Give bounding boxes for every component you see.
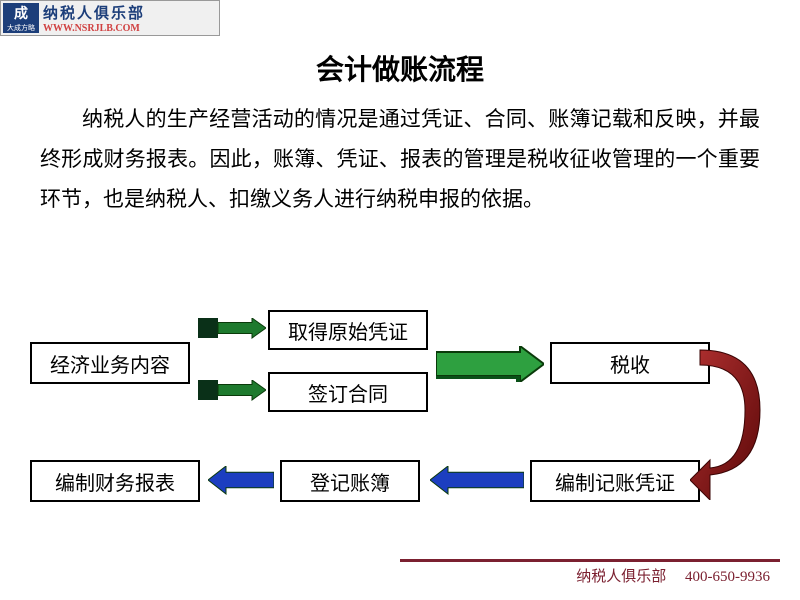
- box-register-ledger: 登记账簿: [280, 460, 420, 502]
- logo-badge-sub: 大成方略: [7, 23, 35, 33]
- box-tax: 税收: [550, 342, 710, 384]
- logo-url: WWW.NSRJLB.COM: [43, 23, 145, 34]
- arrow-green-1: [198, 318, 266, 342]
- footer-line: [400, 559, 780, 562]
- footer-org: 纳税人俱乐部: [576, 569, 666, 585]
- logo-title: 纳税人俱乐部: [43, 2, 145, 23]
- box-sign-contract: 签订合同: [268, 372, 428, 412]
- box-accounting-voucher: 编制记账凭证: [530, 460, 700, 502]
- page-title: 会计做账流程: [0, 48, 800, 88]
- box-financial-report: 编制财务报表: [30, 460, 200, 502]
- arrow-blue-1: [430, 466, 524, 498]
- body-paragraph: 纳税人的生产经营活动的情况是通过凭证、合同、账簿记载和反映，并最终形成财务报表。…: [40, 100, 760, 220]
- logo-badge-char: 成: [14, 3, 28, 23]
- arrow-red-curve: [690, 340, 780, 500]
- logo-badge: 成 大成方略: [3, 3, 39, 33]
- box-original-voucher: 取得原始凭证: [268, 310, 428, 350]
- arrow-green-2: [198, 380, 266, 404]
- logo-area: 成 大成方略 纳税人俱乐部 WWW.NSRJLB.COM: [0, 0, 220, 36]
- footer-phone: 400-650-9936: [685, 569, 770, 585]
- box-business-content: 经济业务内容: [30, 342, 190, 384]
- flowchart: 经济业务内容 取得原始凭证 签订合同 税收 编制记账凭证 登记账簿 编制财务报表: [0, 300, 800, 540]
- footer: 纳税人俱乐部 400-650-9936: [576, 565, 770, 586]
- arrow-green-big: [436, 346, 544, 382]
- arrow-blue-2: [208, 466, 274, 498]
- logo-text: 纳税人俱乐部 WWW.NSRJLB.COM: [43, 2, 145, 34]
